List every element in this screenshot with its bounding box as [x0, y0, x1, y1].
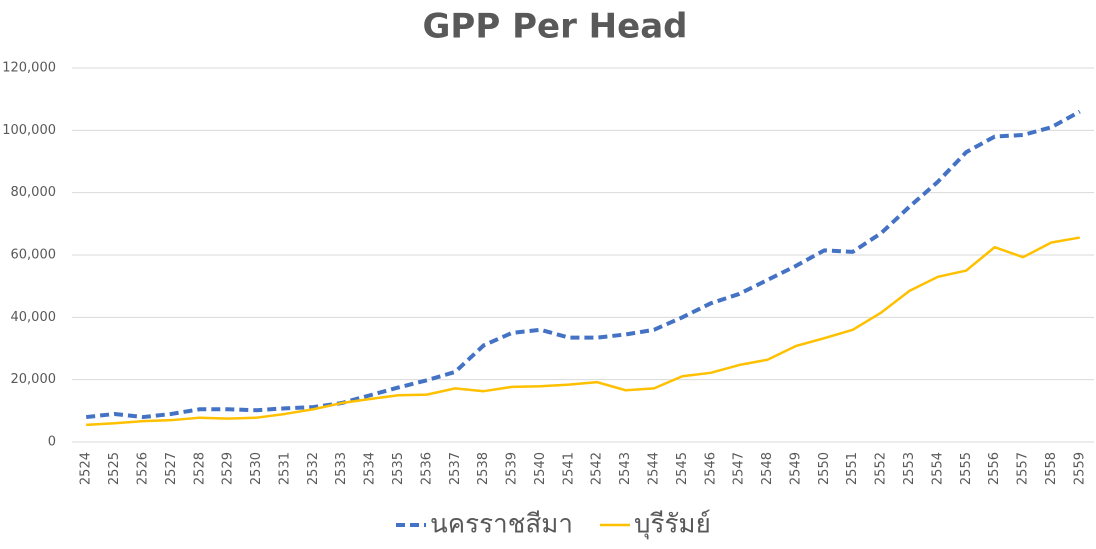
x-tick-label: 2541 — [561, 452, 576, 485]
x-tick-label: 2559 — [1072, 452, 1087, 485]
x-tick-label: 2531 — [277, 452, 292, 485]
y-tick-label: 0 — [48, 435, 56, 450]
x-tick-label: 2542 — [590, 452, 605, 485]
x-tick-label: 2540 — [533, 452, 548, 485]
y-tick-label: 20,000 — [11, 372, 57, 387]
chart-title: GPP Per Head — [423, 7, 688, 47]
y-tick-label: 60,000 — [11, 248, 57, 263]
x-tick-label: 2533 — [334, 452, 349, 485]
data-line — [85, 109, 1081, 420]
x-tick-label: 2525 — [107, 452, 122, 485]
x-tick-label: 2556 — [987, 452, 1002, 485]
y-tick-label: 120,000 — [2, 61, 56, 76]
x-tick-label: 2558 — [1044, 452, 1059, 485]
y-tick-label: 40,000 — [11, 310, 57, 325]
x-tick-label: 2528 — [192, 452, 207, 485]
y-tick-label: 80,000 — [11, 185, 57, 200]
x-tick-label: 2538 — [476, 452, 491, 485]
x-tick-label: 2548 — [760, 452, 775, 485]
x-tick-label: 2530 — [249, 452, 264, 485]
x-tick-label: 2545 — [675, 452, 690, 485]
x-tick-label: 2553 — [902, 452, 917, 485]
x-tick-label: 2535 — [391, 452, 406, 485]
x-tick-label: 2529 — [221, 452, 236, 485]
x-tick-label: 2552 — [874, 452, 889, 485]
x-tick-label: 2544 — [646, 452, 661, 485]
x-tick-label: 2537 — [448, 452, 463, 485]
x-tick-label: 2546 — [703, 452, 718, 485]
x-tick-label: 2527 — [164, 452, 179, 485]
x-tick-label: 2534 — [363, 452, 378, 485]
x-tick-label: 2524 — [79, 452, 94, 485]
x-tick-label: 2532 — [306, 452, 321, 485]
legend-label: นครราชสีมา — [430, 510, 573, 540]
x-tick-label: 2551 — [845, 452, 860, 485]
x-tick-label: 2557 — [1016, 452, 1031, 485]
x-tick-label: 2543 — [618, 452, 633, 485]
x-tick-label: 2550 — [817, 452, 832, 485]
y-tick-label: 100,000 — [2, 123, 56, 138]
legend-label: บุรีรัมย์ — [634, 510, 711, 540]
data-line — [86, 236, 1081, 427]
x-tick-label: 2539 — [505, 452, 520, 485]
x-tick-label: 2547 — [732, 452, 747, 485]
x-tick-label: 2536 — [419, 452, 434, 485]
x-tick-label: 2526 — [135, 452, 150, 485]
x-tick-label: 2554 — [930, 452, 945, 485]
x-tick-label: 2549 — [788, 452, 803, 485]
x-tick-label: 2555 — [959, 452, 974, 485]
